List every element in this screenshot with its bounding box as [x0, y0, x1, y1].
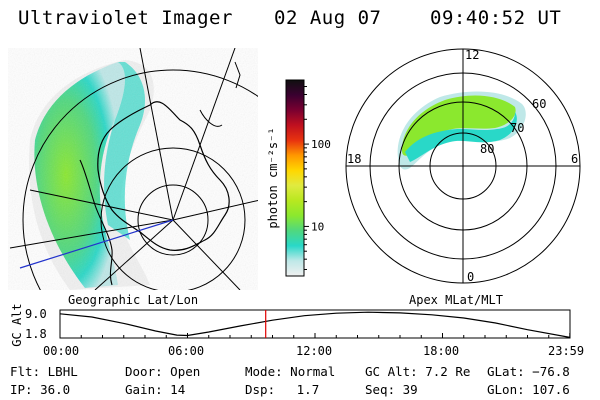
colorbar-unit-label: photon cm⁻²s⁻¹ — [266, 127, 280, 228]
xtick-0600: 06:00 — [168, 344, 205, 358]
gain-value: 14 — [170, 382, 186, 397]
ip-field: IP: 36.0 — [10, 382, 71, 397]
apex-label: Apex MLat/MLT — [409, 293, 503, 307]
gcalt-field: GC Alt: 7.2 Re — [365, 364, 471, 379]
glat-value: −76.8 — [532, 364, 570, 379]
xtick-1800: 18:00 — [423, 344, 460, 358]
mlt-label-0: 0 — [467, 270, 474, 284]
glat-field: GLat: −76.8 — [487, 364, 570, 379]
lat-circle-70 — [100, 147, 246, 290]
mlt-label-18: 18 — [347, 152, 361, 166]
sun-direction-line — [19, 219, 174, 269]
mlat-mlt-plot: 12 18 6 0 80 70 60 — [345, 48, 581, 284]
colorbar: 100 10 photon cm⁻²s⁻¹ — [266, 79, 331, 277]
mode-value: Normal — [290, 364, 336, 379]
flt-value: LBHL — [47, 364, 78, 379]
xtick-2359: 23:59 — [548, 344, 585, 358]
date-label: 02 Aug 07 — [274, 7, 382, 29]
glon-value: 107.6 — [532, 382, 570, 397]
instrument-title: Ultraviolet Imager — [18, 7, 233, 29]
coastline — [97, 101, 230, 251]
mlat-label-80: 80 — [480, 142, 494, 156]
altitude-ytick-low: 1.8 — [25, 327, 47, 341]
colorbar-tick-label-10: 10 — [311, 220, 324, 233]
door-value: Open — [170, 364, 201, 379]
altitude-chart — [59, 309, 571, 339]
gcalt-value: 7.2 Re — [425, 364, 471, 379]
xtick-1200: 12:00 — [296, 344, 333, 358]
lat-circle-60 — [22, 69, 258, 290]
flt-field: Flt: LBHL — [10, 364, 78, 379]
mlt-label-6: 6 — [571, 152, 578, 166]
seq-value: 39 — [402, 382, 418, 397]
ip-value: 36.0 — [40, 382, 71, 397]
altitude-line — [59, 311, 570, 338]
mlat-label-60: 60 — [532, 97, 546, 111]
time-label: 09:40:52 UT — [430, 7, 562, 29]
altitude-ylabel: GC Alt — [10, 303, 24, 347]
dsp-field: Dsp: 1.7 — [245, 382, 320, 397]
lat-circle-80 — [137, 184, 209, 256]
seq-field: Seq: 39 — [365, 382, 418, 397]
mlat-label-70: 70 — [510, 121, 524, 135]
mlt-label-12: 12 — [465, 48, 479, 62]
dsp-value: 1.7 — [296, 382, 320, 397]
colorbar-rect — [285, 79, 305, 277]
geographic-label: Geographic Lat/Lon — [68, 293, 199, 307]
gain-field: Gain: 14 — [125, 382, 186, 397]
xtick-0000: 00:00 — [43, 344, 80, 358]
geographic-map — [8, 48, 258, 290]
altitude-ytick-high: 9.0 — [25, 307, 47, 321]
colorbar-tick-label-100: 100 — [311, 138, 331, 151]
door-field: Door: Open — [125, 364, 201, 379]
mode-field: Mode: Normal — [245, 364, 336, 379]
glon-field: GLon: 107.6 — [487, 382, 570, 397]
